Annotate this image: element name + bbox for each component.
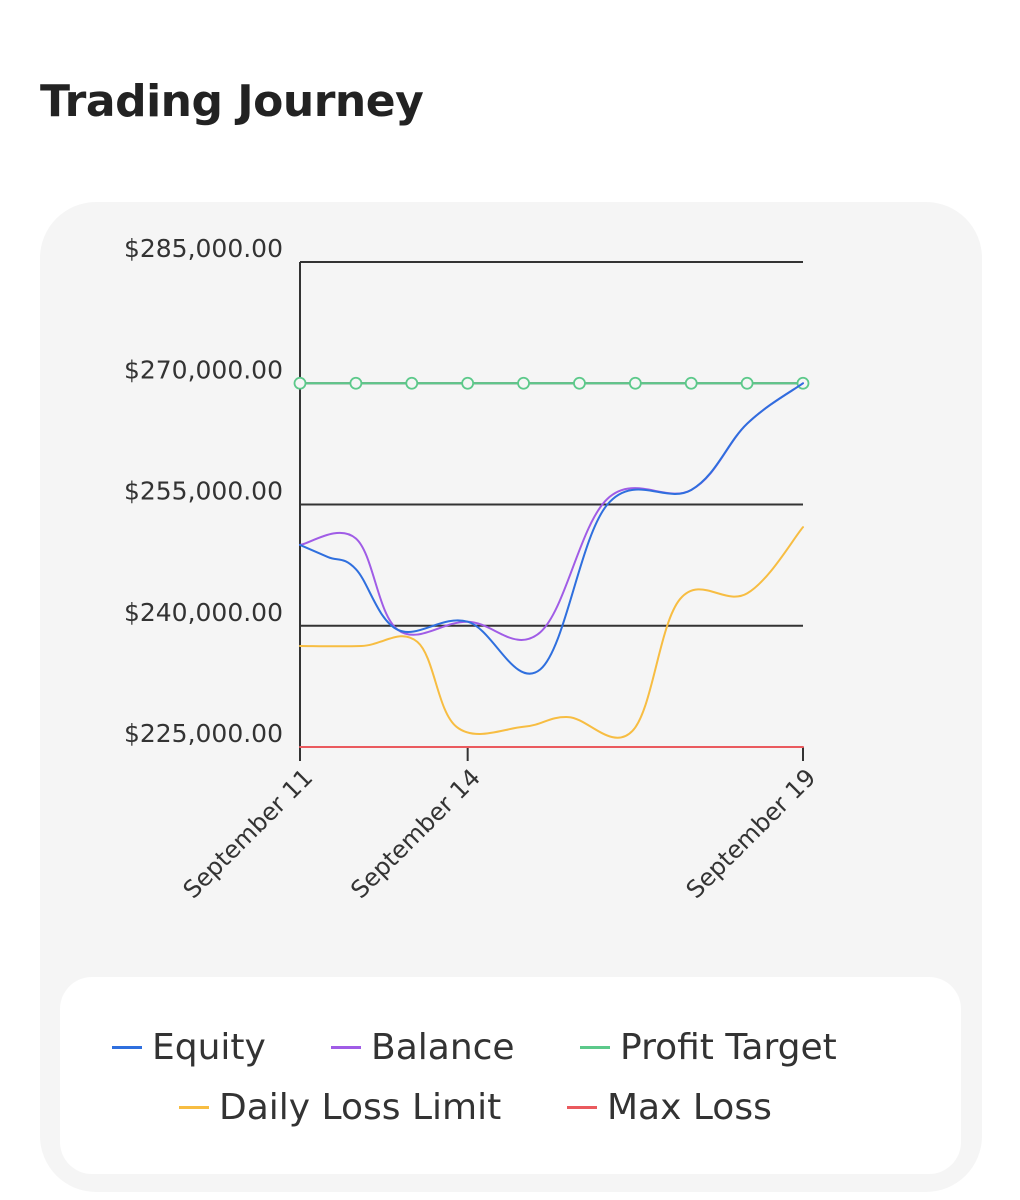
legend-swatch-max-loss [567, 1105, 597, 1109]
legend-item-balance[interactable]: Balance [331, 1026, 515, 1068]
data-point-profit-target [517, 376, 530, 390]
data-point-profit-target [461, 376, 475, 390]
legend-label-profit-target: Profit Target [620, 1026, 837, 1068]
data-point-profit-target [405, 376, 419, 390]
x-tick-label: September 14 [345, 763, 486, 904]
axes [299, 262, 804, 761]
grid-lines [300, 261, 803, 748]
x-tick-labels: September 11 September 14 September 19 [178, 763, 822, 904]
data-point-profit-target [349, 376, 363, 390]
data-point-profit-target [740, 376, 754, 390]
legend-item-max-loss[interactable]: Max Loss [567, 1086, 772, 1128]
series-daily-loss-limit [299, 526, 804, 739]
chart-legend: Equity Balance Profit Target Daily Loss … [60, 977, 961, 1174]
legend-label-max-loss: Max Loss [607, 1086, 772, 1128]
legend-item-daily-loss-limit[interactable]: Daily Loss Limit [179, 1086, 502, 1128]
legend-swatch-balance [331, 1045, 361, 1049]
legend-item-profit-target[interactable]: Profit Target [580, 1026, 837, 1068]
x-tick-label: September 19 [681, 763, 822, 904]
legend-label-daily-loss-limit: Daily Loss Limit [219, 1086, 502, 1128]
page-title: Trading Journey [40, 76, 424, 127]
y-tick-label: $270,000.00 [124, 355, 283, 384]
y-tick-label: $225,000.00 [124, 719, 283, 748]
legend-item-equity[interactable]: Equity [112, 1026, 266, 1068]
legend-swatch-daily-loss-limit [179, 1105, 209, 1109]
data-point-profit-target [293, 376, 307, 390]
series-lines [293, 376, 810, 749]
series-line-daily-loss-limit [299, 526, 804, 739]
legend-label-equity: Equity [152, 1026, 266, 1068]
data-point-profit-target [684, 376, 698, 390]
data-point-profit-target [573, 376, 586, 390]
y-tick-labels: $225,000.00 $240,000.00 $255,000.00 $270,00… [124, 234, 283, 748]
x-tick-label: September 11 [178, 763, 319, 904]
y-tick-label: $255,000.00 [124, 477, 283, 506]
series-equity [299, 382, 804, 675]
y-tick-label: $285,000.00 [124, 234, 283, 263]
legend-swatch-profit-target [580, 1045, 610, 1049]
legend-label-balance: Balance [371, 1026, 515, 1068]
series-profit-target [293, 376, 810, 390]
legend-swatch-equity [112, 1045, 142, 1049]
data-point-profit-target [628, 376, 642, 390]
series-line-equity [299, 382, 804, 675]
y-tick-label: $240,000.00 [124, 598, 283, 627]
